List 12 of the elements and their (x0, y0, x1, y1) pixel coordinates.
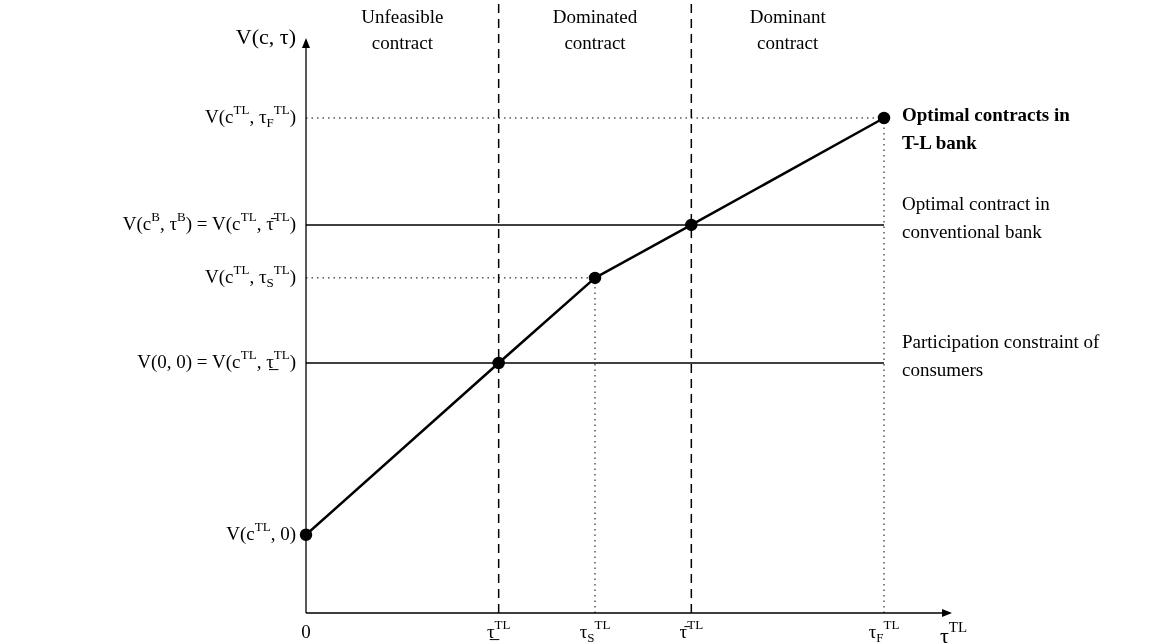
point (877, 111, 891, 125)
text: Dominated contract (552, 5, 638, 53)
point (588, 271, 602, 285)
point (685, 218, 698, 232)
point (492, 356, 505, 370)
x-tick-label: 0 (301, 620, 311, 642)
series-label: Optimal contracts in T-L bank (902, 103, 1071, 153)
ref-line-label: Participation constraint of consumers (902, 331, 1101, 381)
text: Unfeasible contract (361, 5, 444, 53)
y-axis-title: V(c, τ) (235, 23, 297, 49)
text: Dominant contract (749, 5, 827, 53)
ref-line-label: Optimal contract in conventional bank (902, 192, 1051, 242)
